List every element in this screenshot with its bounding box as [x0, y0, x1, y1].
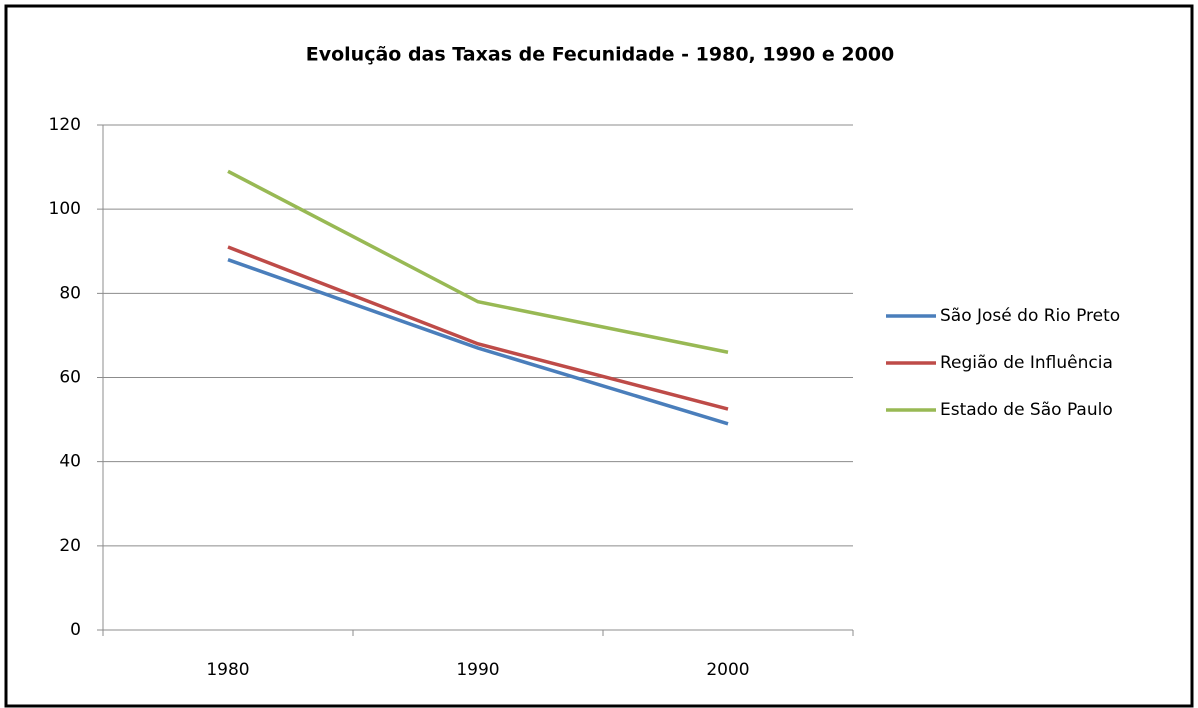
x-tick-label: 1990	[456, 660, 499, 680]
legend-label: São José do Rio Preto	[940, 306, 1120, 326]
chart-title: Evolução das Taxas de Fecunidade - 1980,…	[306, 44, 895, 66]
line-series	[227, 258, 729, 426]
line-series	[227, 169, 729, 354]
x-tick-label: 2000	[706, 660, 749, 680]
line-series	[227, 245, 729, 411]
y-tick-label: 120	[49, 115, 81, 135]
y-tick-label: 100	[49, 199, 81, 219]
y-tick-label: 60	[59, 368, 81, 388]
y-tick-label: 20	[59, 536, 81, 556]
legend-label: Região de Influência	[940, 353, 1113, 373]
y-tick-label: 40	[59, 452, 81, 472]
x-tick-label: 1980	[206, 660, 249, 680]
chart-frame	[4, 4, 1194, 708]
y-tick-label: 0	[70, 620, 81, 640]
legend-label: Estado de São Paulo	[940, 400, 1113, 420]
y-tick-label: 80	[59, 283, 81, 303]
